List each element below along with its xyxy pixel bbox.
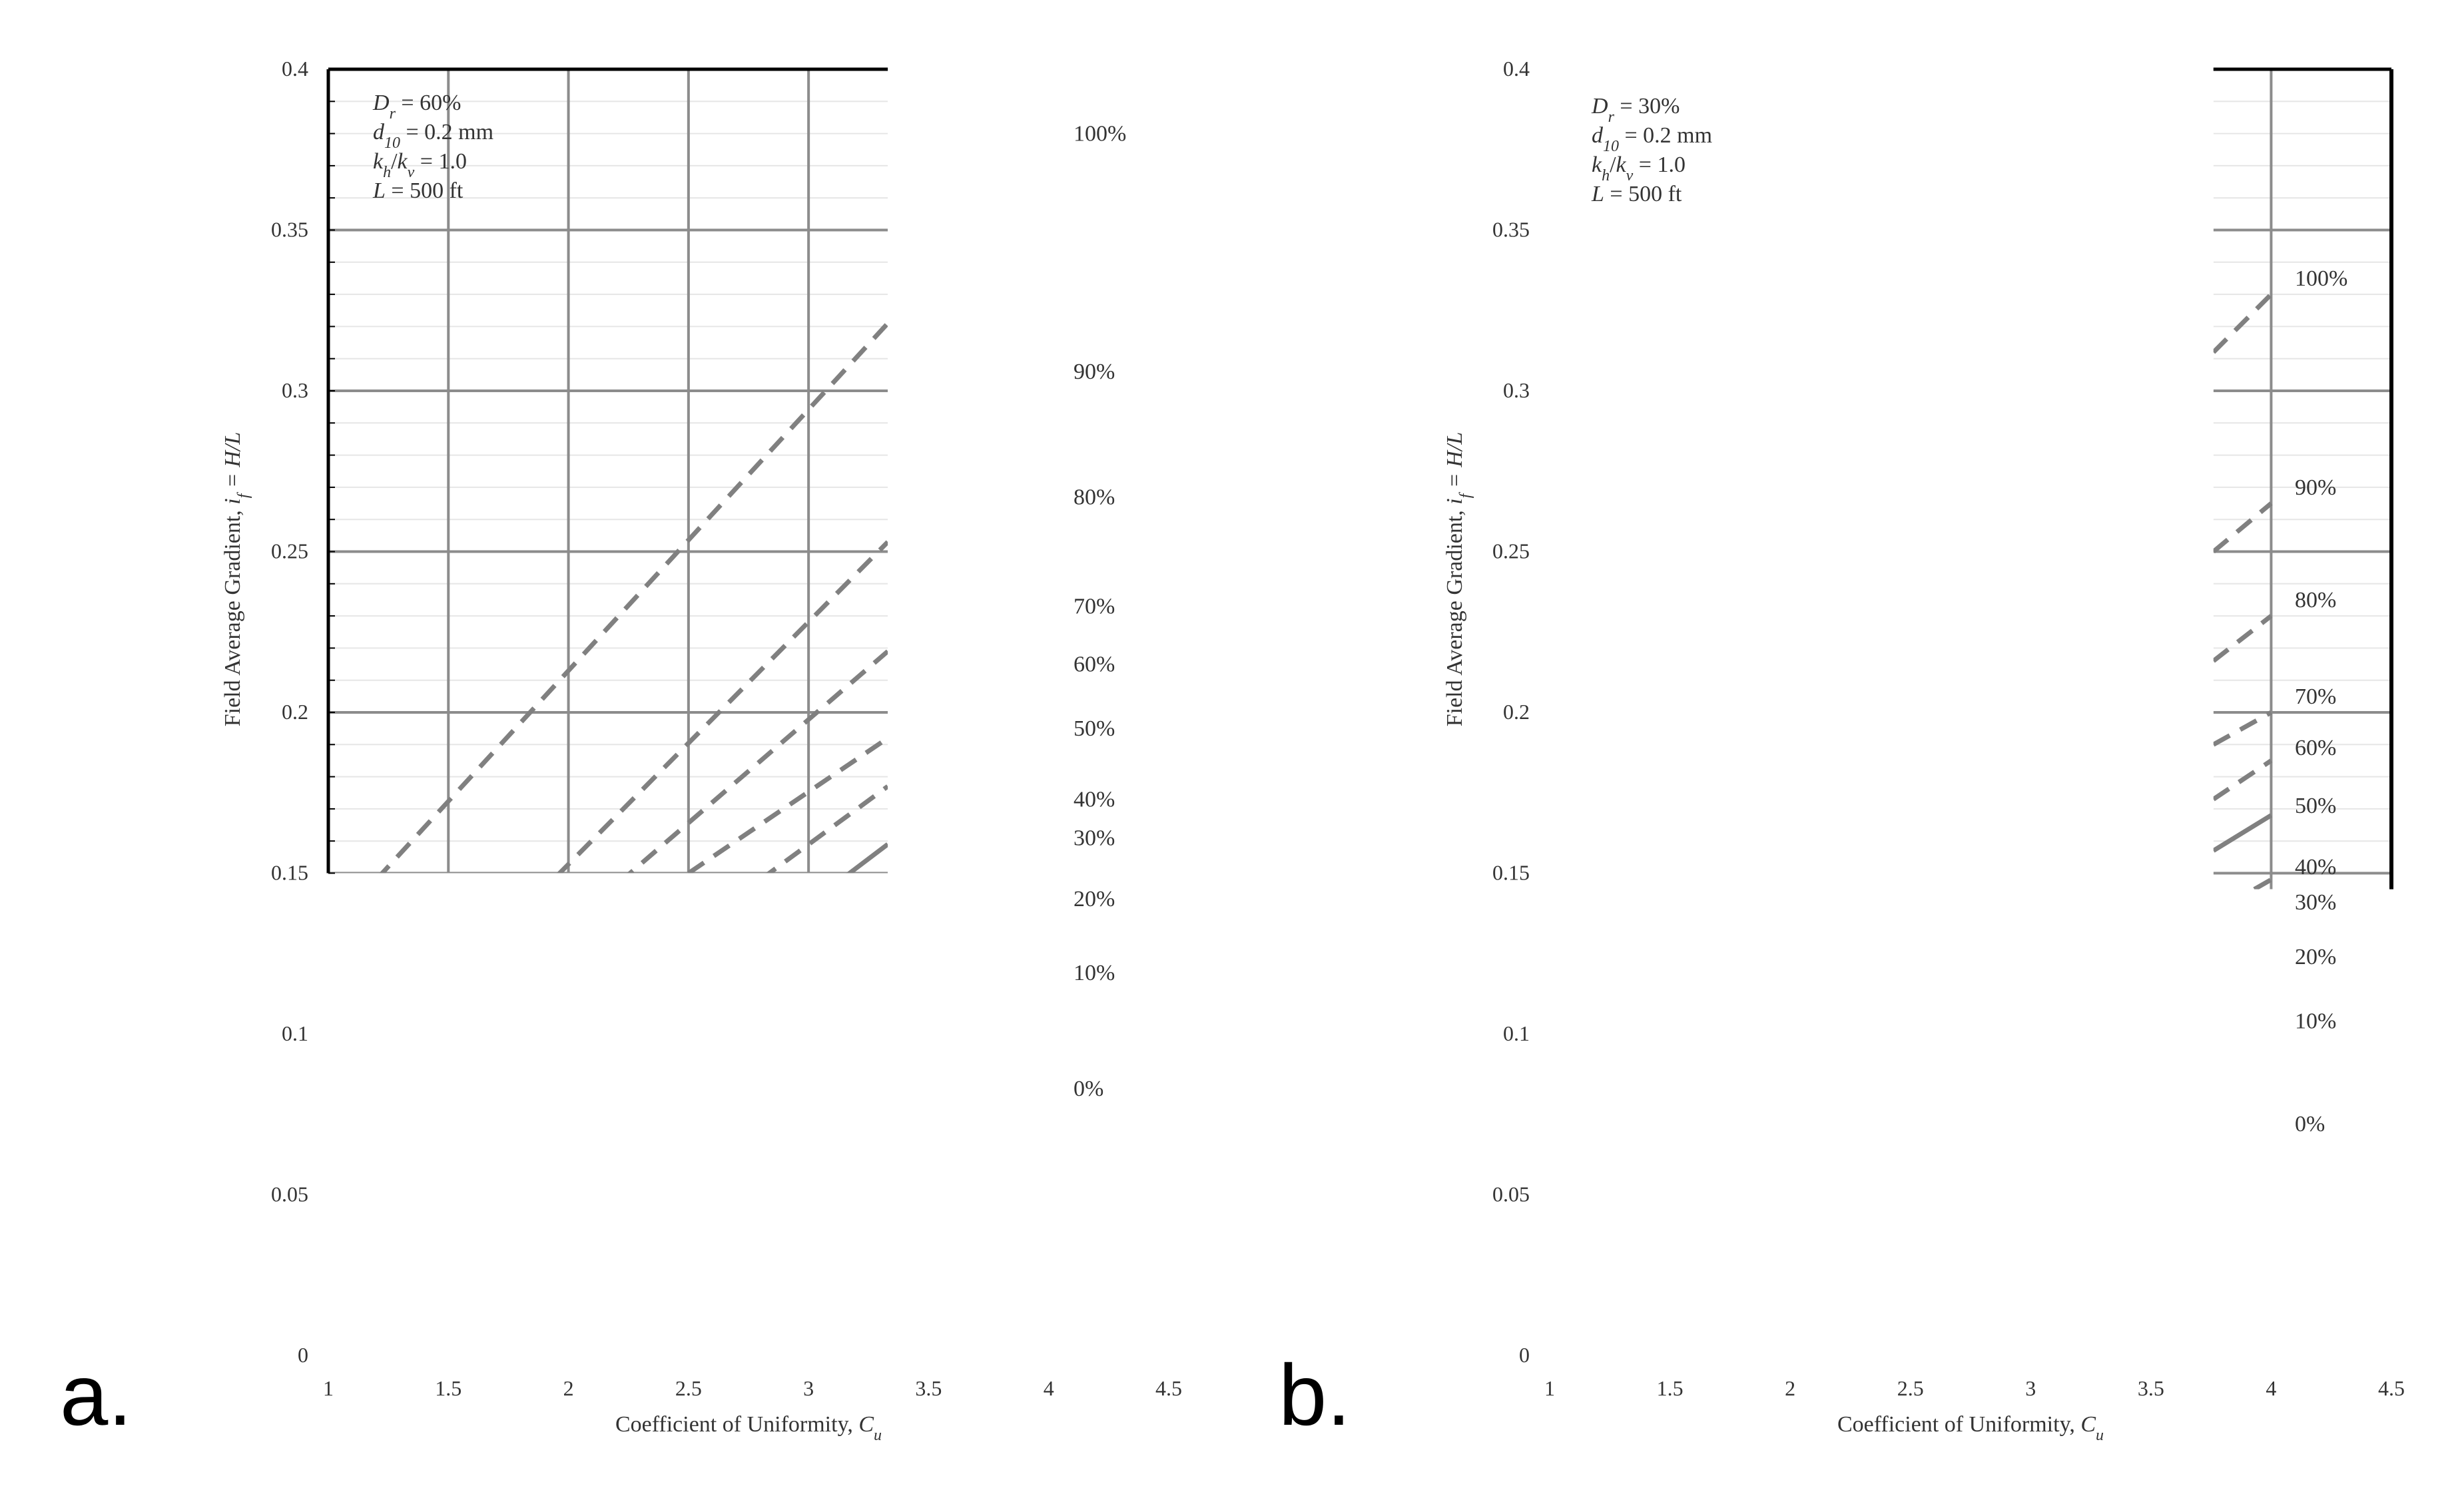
series-line-70pct (2213, 710, 2273, 747)
x-tick-label: 3.5 (2138, 1376, 2164, 1400)
y-tick-label: 0.35 (271, 218, 308, 242)
y-tick-label: 0.2 (282, 700, 308, 724)
x-tick-label: 3 (2025, 1376, 2036, 1400)
x-tick-label: 1 (1544, 1376, 1555, 1400)
y-axis-title: Field Average Gradient, if = H/L (220, 432, 252, 727)
y-tick-label: 0.1 (282, 1021, 308, 1045)
line-end-label: 30% (1074, 826, 1115, 850)
line-end-label: 10% (2295, 1009, 2336, 1034)
x-tick-label: 1.5 (1657, 1376, 1684, 1400)
y-tick-label: 0.25 (1492, 539, 1530, 563)
y-tick-label: 0.15 (271, 861, 308, 885)
line-end-label: 20% (2295, 945, 2336, 969)
annotation-line: d10 = 0.2 mm (373, 120, 493, 152)
line-end-label: 20% (1074, 887, 1115, 911)
x-tick-label: 2 (563, 1376, 574, 1400)
y-tick-label: 0.05 (1492, 1182, 1530, 1206)
x-tick-label: 4.5 (1155, 1376, 1182, 1400)
series-line-40pct (2253, 878, 2273, 889)
annotation-line: Dr = 60% (372, 91, 461, 123)
annotation-line: kh/kv = 1.0 (1592, 152, 1686, 184)
x-tick-label: 2 (1785, 1376, 1795, 1400)
y-tick-label: 0.3 (1503, 378, 1530, 402)
annotation-line: L = 500 ft (1591, 182, 1682, 206)
x-tick-label: 4.5 (2378, 1376, 2405, 1400)
x-tick-label: 2.5 (675, 1376, 702, 1400)
line-end-label: 100% (2295, 266, 2347, 291)
line-end-label: 70% (2295, 684, 2336, 709)
line-end-label: 80% (1074, 485, 1115, 509)
panel-label: a. (60, 1346, 132, 1443)
line-end-label: 90% (1074, 360, 1115, 384)
x-tick-label: 2.5 (1897, 1376, 1924, 1400)
series-line-50pct (2213, 813, 2273, 853)
chart-panel-a: 0 0.05 0.1 0.15 0.2 0.25 0.3 0.35 0.4 1 1.5 2 2.5 3 3.… (60, 57, 1182, 1444)
line-end-label: 10% (1074, 961, 1115, 985)
x-tick-label: 1.5 (435, 1376, 462, 1400)
annotation-line: kh/kv = 1.0 (373, 149, 467, 181)
series-line-60pct (765, 784, 888, 874)
y-tick-label: 0.4 (282, 57, 308, 81)
annotation-line: L = 500 ft (372, 178, 463, 203)
line-end-label: 90% (2295, 475, 2336, 500)
grid (2213, 69, 2392, 889)
series-line-80pct (2213, 614, 2273, 663)
line-end-label: 70% (1074, 595, 1115, 619)
x-tick-label: 4 (2266, 1376, 2276, 1400)
x-tick-label: 3.5 (915, 1376, 942, 1400)
series-line-50pct (845, 842, 888, 874)
x-axis-title: Coefficient of Uniformity, Cu (615, 1412, 882, 1444)
y-axis-title: Field Average Gradient, if = H/L (1442, 432, 1474, 727)
line-end-label: 100% (1074, 122, 1126, 146)
annotation-line: d10 = 0.2 mm (1592, 123, 1712, 155)
annotation-line: Dr = 30% (1591, 94, 1680, 126)
chart-panel-b: 0 0.05 0.1 0.15 0.2 0.25 0.3 0.35 0.4 1 1.5 2 2.5 3 3.… (1279, 57, 2405, 1444)
y-tick-label: 0.35 (1492, 218, 1530, 242)
line-end-label: 80% (2295, 588, 2336, 613)
series-group (379, 322, 888, 874)
y-tick-label: 0.2 (1503, 700, 1530, 724)
series-line-100pct (2213, 292, 2273, 354)
y-tick-label: 0.3 (282, 378, 308, 402)
line-end-label: 60% (1074, 652, 1115, 677)
panel-label: b. (1279, 1346, 1351, 1443)
series-line-60pct (2213, 758, 2273, 802)
y-tick-label: 0.25 (271, 539, 308, 563)
line-end-label: 0% (1074, 1077, 1103, 1101)
series-line-90pct (2213, 501, 2273, 554)
y-tick-label: 0.1 (1503, 1021, 1530, 1045)
line-end-label: 40% (1074, 787, 1115, 812)
line-end-label: 30% (2295, 890, 2336, 915)
line-end-label: 50% (2295, 794, 2336, 818)
x-tick-label: 1 (323, 1376, 334, 1400)
y-tick-label: 0 (298, 1343, 308, 1367)
y-tick-label: 0.15 (1492, 861, 1530, 885)
y-tick-label: 0.05 (271, 1182, 308, 1206)
line-end-label: 50% (1074, 716, 1115, 741)
y-tick-label: 0.4 (1503, 57, 1530, 81)
line-end-label: 0% (2295, 1112, 2325, 1136)
x-axis-title: Coefficient of Uniformity, Cu (1837, 1412, 2104, 1444)
line-end-label: 60% (2295, 736, 2336, 760)
series-line-70pct (687, 736, 888, 874)
line-end-label: 40% (2295, 855, 2336, 880)
grid (328, 69, 888, 874)
x-tick-label: 4 (1044, 1376, 1054, 1400)
series-group (2213, 292, 2273, 889)
x-tick-label: 3 (803, 1376, 814, 1400)
series-line-100pct (379, 322, 888, 874)
y-tick-label: 0 (1519, 1343, 1530, 1367)
series-line-90pct (556, 540, 888, 874)
